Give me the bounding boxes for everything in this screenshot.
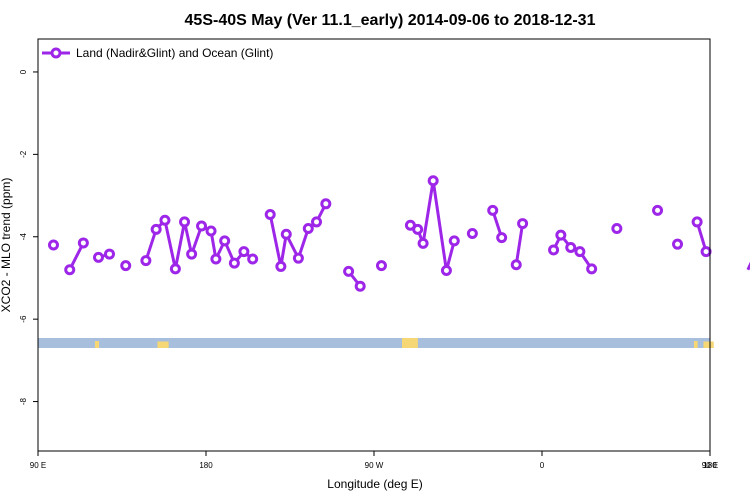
y-axis-label: XCO2 - MLO trend (ppm) <box>0 178 13 313</box>
data-point <box>292 252 304 264</box>
land-patch <box>157 341 169 348</box>
data-point <box>354 280 366 292</box>
data-point <box>343 265 355 277</box>
data-point <box>196 220 208 232</box>
land-patch <box>94 341 100 348</box>
data-point <box>120 260 132 272</box>
legend-marker <box>50 47 62 59</box>
land-patch <box>703 341 714 348</box>
data-point <box>565 241 577 253</box>
data-point <box>652 204 664 216</box>
data-point <box>487 204 499 216</box>
x-tick-label: 0 <box>540 461 545 470</box>
data-point <box>140 255 152 267</box>
land-patch <box>402 338 418 348</box>
data-point <box>510 259 522 271</box>
chart-title: 45S-40S May (Ver 11.1_early) 2014-09-06 … <box>185 12 596 29</box>
x-tick-label: 90 E <box>30 461 46 470</box>
data-point <box>448 235 460 247</box>
data-point <box>496 232 508 244</box>
data-point <box>427 175 439 187</box>
data-point <box>302 223 314 235</box>
x-tick-label: 180 <box>199 461 213 470</box>
data-point <box>275 260 287 272</box>
data-point <box>77 237 89 249</box>
x-tick-label: 90 W <box>365 461 384 470</box>
data-point <box>186 248 198 260</box>
data-point <box>311 216 323 228</box>
data-point <box>574 246 586 258</box>
data-point <box>238 246 250 258</box>
y-tick-label: -2 <box>19 150 28 158</box>
data-point <box>169 263 181 275</box>
y-tick-label: 0 <box>19 69 28 74</box>
data-point <box>417 237 429 249</box>
data-point <box>440 265 452 277</box>
legend-label: Land (Nadir&Glint) and Ocean (Glint) <box>76 46 273 60</box>
data-point <box>228 257 240 269</box>
data-point <box>64 264 76 276</box>
data-point <box>466 227 478 239</box>
data-point <box>264 209 276 221</box>
data-point <box>92 251 104 263</box>
data-point <box>700 246 712 258</box>
plot-frame <box>37 38 711 452</box>
data-point <box>179 216 191 228</box>
data-point <box>210 253 222 265</box>
data-point <box>150 223 162 235</box>
y-tick-label: -6 <box>19 315 28 323</box>
data-point <box>280 228 292 240</box>
series-line <box>514 223 525 266</box>
data-point <box>320 198 332 210</box>
data-point <box>219 235 231 247</box>
series-layer <box>47 175 750 292</box>
data-point <box>159 214 171 226</box>
data-point <box>691 216 703 228</box>
data-point <box>205 225 217 237</box>
data-point <box>555 229 567 241</box>
x-tick-label: 90 E <box>702 461 718 470</box>
data-point <box>517 218 529 230</box>
x-axis-label: Longitude (deg E) <box>327 477 422 491</box>
legend: Land (Nadir&Glint) and Ocean (Glint) <box>42 46 273 60</box>
y-tick-label: -8 <box>19 397 28 405</box>
data-point <box>47 239 59 251</box>
data-point <box>672 238 684 250</box>
data-point <box>247 253 259 265</box>
data-point <box>611 223 623 235</box>
data-point <box>103 248 115 260</box>
x-tick-label: 180 <box>703 461 717 470</box>
data-point <box>548 244 560 256</box>
land-patch <box>693 341 698 348</box>
data-point <box>412 223 424 235</box>
ocean-band <box>38 338 710 348</box>
land-ocean-band <box>38 338 714 348</box>
data-point <box>586 263 598 275</box>
data-point <box>375 260 387 272</box>
y-tick-label: -4 <box>19 233 28 241</box>
